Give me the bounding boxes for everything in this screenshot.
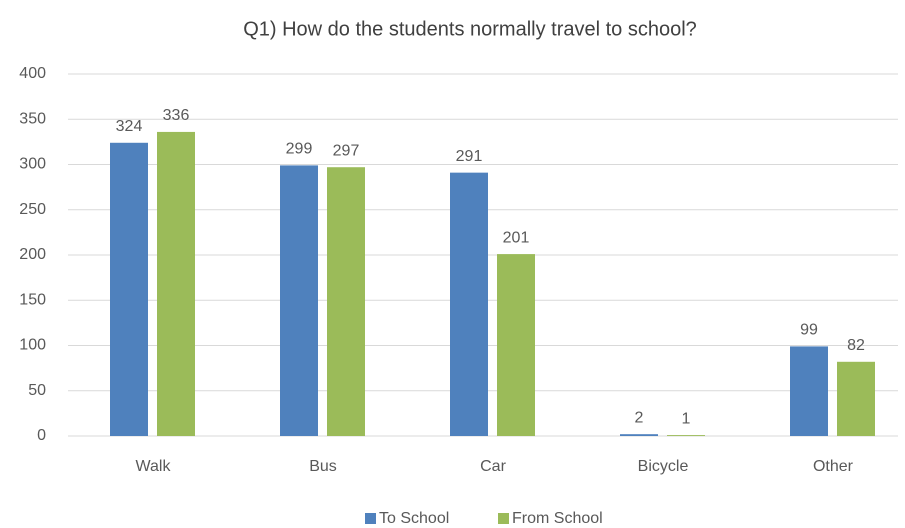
x-tick-label: Car — [480, 458, 506, 475]
data-label: 299 — [286, 141, 313, 158]
data-label: 324 — [116, 118, 143, 135]
data-label: 291 — [456, 148, 483, 165]
y-tick-label: 300 — [19, 156, 46, 173]
y-tick-label: 200 — [19, 246, 46, 263]
data-label: 2 — [635, 409, 644, 426]
data-label: 82 — [847, 337, 865, 354]
x-tick-label: Walk — [136, 458, 172, 475]
x-tick-label: Bus — [309, 458, 337, 475]
x-tick-label: Bicycle — [638, 458, 689, 475]
bar — [620, 434, 658, 436]
bar — [157, 131, 195, 437]
bar — [450, 172, 488, 436]
chart-title: Q1) How do the students normally travel … — [243, 18, 697, 40]
bar — [790, 346, 828, 436]
y-tick-label: 250 — [19, 201, 46, 218]
y-tick-label: 150 — [19, 291, 46, 308]
data-label: 336 — [163, 107, 190, 124]
y-tick-label: 100 — [19, 337, 46, 354]
y-tick-label: 350 — [19, 110, 46, 127]
y-tick-label: 400 — [19, 65, 46, 82]
legend-label: To School — [379, 510, 449, 527]
data-label: 201 — [503, 229, 530, 246]
bar — [110, 142, 148, 436]
y-tick-label: 0 — [37, 427, 46, 444]
data-label: 1 — [682, 410, 691, 427]
bar — [327, 167, 365, 436]
y-tick-label: 50 — [28, 382, 46, 399]
x-tick-label: Other — [813, 458, 854, 475]
bar — [280, 165, 318, 436]
bar — [497, 254, 535, 436]
data-label: 297 — [333, 142, 360, 159]
data-label: 99 — [800, 322, 818, 339]
legend-swatch — [498, 513, 509, 524]
legend-swatch — [365, 513, 376, 524]
legend-label: From School — [512, 510, 603, 527]
bar — [667, 435, 705, 436]
bar — [837, 361, 875, 436]
